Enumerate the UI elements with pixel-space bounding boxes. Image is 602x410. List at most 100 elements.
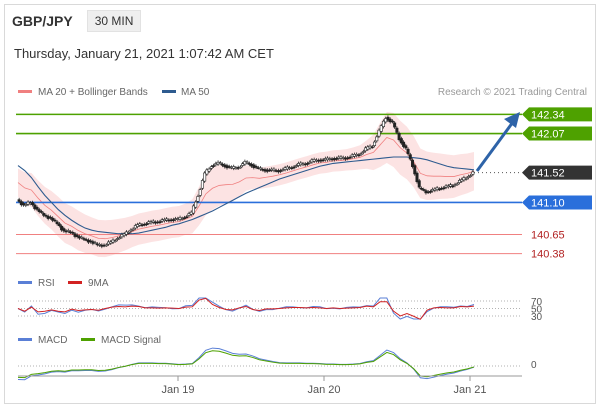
legend-label-ma20: MA 20 + Bollinger Bands: [38, 87, 148, 98]
legend-label-ma50: MA 50: [181, 87, 210, 98]
legend-label-signal: MACD Signal: [101, 335, 161, 346]
level-tag-142.34: [522, 107, 592, 122]
candle-body: [37, 209, 41, 213]
candle-body: [127, 232, 131, 234]
candle-body: [397, 133, 401, 141]
candle-body: [395, 127, 399, 133]
level-label-142.07: 142.07: [531, 129, 565, 141]
macd-zero-label: 0: [531, 360, 537, 371]
candle-body: [305, 163, 309, 165]
level-tag-142.07: [522, 126, 592, 141]
candle-body: [245, 161, 249, 164]
level-label-140.38: 140.38: [531, 249, 565, 261]
candle-body: [122, 233, 126, 236]
candle-body: [455, 183, 459, 186]
candle-body: [66, 230, 70, 232]
candle-body: [357, 154, 361, 157]
candle-body: [48, 216, 52, 219]
macd-line: [17, 347, 475, 381]
candle-body: [185, 216, 189, 218]
legend-swatch-ma50: [162, 90, 176, 93]
candle-body: [33, 204, 37, 209]
candle-body: [136, 224, 140, 227]
candle-body: [402, 141, 406, 147]
candle-body: [104, 244, 108, 247]
level-label-142.34: 142.34: [531, 109, 565, 121]
candle-body: [55, 221, 59, 225]
x-tick-label: Jan 21: [453, 384, 486, 396]
candle-body: [399, 138, 403, 144]
candle-body: [218, 162, 222, 165]
projection-arrow: [475, 121, 515, 172]
candle-body: [335, 158, 339, 160]
candle-body: [466, 176, 470, 178]
candle-body: [42, 213, 46, 216]
candle-body: [39, 211, 43, 213]
candle-body: [171, 219, 175, 222]
candle-body: [408, 154, 412, 160]
candle-body: [183, 217, 187, 219]
candle-body: [80, 236, 84, 239]
candle-body: [451, 185, 455, 188]
symbol-title: GBP/JPY: [12, 13, 73, 29]
level-label-141.52: 141.52: [531, 168, 565, 180]
candle-body: [232, 166, 236, 169]
candle-body: [62, 228, 66, 232]
candle-body: [370, 146, 374, 149]
candle-body: [44, 214, 48, 217]
candle-body: [200, 180, 204, 189]
candle-body: [131, 228, 135, 231]
x-tick-label: Jan 19: [161, 384, 194, 396]
ma50-line: [17, 156, 475, 235]
candle-body: [279, 170, 283, 172]
candle-body: [118, 237, 122, 239]
candle-body: [51, 217, 55, 221]
candle-body: [165, 218, 169, 221]
bollinger-band: [18, 111, 474, 258]
candle-body: [460, 179, 464, 182]
candle-body: [381, 120, 385, 127]
candle-body: [60, 225, 64, 231]
candle-body: [75, 234, 79, 238]
level-label-141.10: 141.10: [531, 197, 565, 209]
candle-body: [375, 136, 379, 142]
candle-body: [348, 156, 352, 159]
candle-body: [321, 159, 325, 162]
candle-body: [361, 151, 365, 153]
candle-body: [145, 223, 149, 226]
timeframe-badge[interactable]: 30 MIN: [86, 10, 142, 32]
candle-body: [377, 129, 381, 137]
level-tag-141.10: [522, 195, 592, 210]
candle-body: [194, 201, 198, 208]
projection-arrowhead: [504, 112, 520, 128]
candle-body: [205, 169, 209, 175]
candle-body: [259, 167, 263, 170]
candle-body: [35, 206, 39, 210]
legend-label-rsi: RSI: [38, 278, 55, 289]
candle-body: [24, 204, 28, 206]
legend-swatch-ma20: [18, 90, 32, 93]
candle-body: [449, 184, 453, 187]
candle-body: [272, 168, 276, 171]
candle-body: [129, 229, 133, 232]
candle-body: [241, 163, 245, 166]
legend-label-rsi-ma: 9MA: [88, 278, 109, 289]
x-tick-label: Jan 20: [307, 384, 340, 396]
legend-swatch-signal: [81, 338, 95, 341]
candle-body: [419, 187, 423, 190]
candle-body: [404, 145, 408, 149]
candle-body: [191, 205, 195, 214]
candle-body: [422, 189, 426, 191]
rsi-level-label: 30: [531, 312, 543, 323]
candle-body: [308, 161, 312, 164]
candle-body: [158, 221, 162, 223]
candle-body: [406, 148, 410, 155]
candle-body: [71, 232, 75, 234]
legend-swatch-rsi: [18, 281, 32, 284]
candle-body: [373, 141, 377, 146]
candle-body: [254, 165, 258, 168]
legend-label-macd: MACD: [38, 335, 67, 346]
rsi-ma-line: [17, 297, 475, 320]
candle-body: [207, 168, 211, 172]
candle-body: [17, 199, 21, 202]
